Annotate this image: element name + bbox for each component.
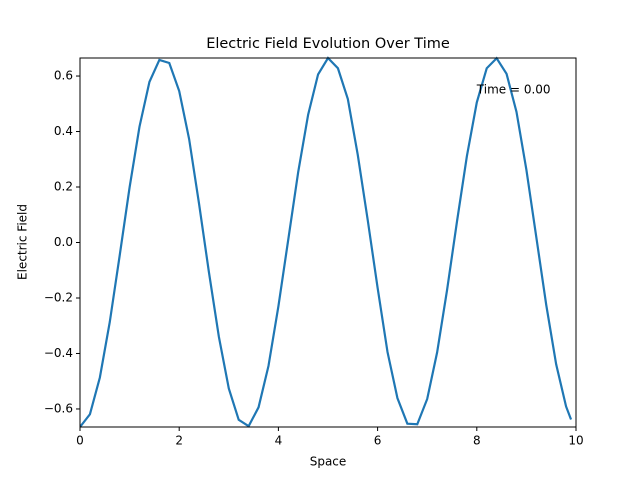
y-tick-label: −0.6 bbox=[44, 401, 73, 415]
y-tick-label: −0.4 bbox=[44, 346, 73, 360]
y-tick-label: −0.2 bbox=[44, 290, 73, 304]
plot-frame bbox=[79, 57, 577, 428]
y-tick-label: 0.0 bbox=[54, 235, 73, 249]
annotation: Time = 0.00 bbox=[476, 82, 551, 96]
y-tick-label: 0.4 bbox=[54, 124, 73, 138]
x-tick-label: 4 bbox=[275, 434, 283, 448]
x-tick-label: 2 bbox=[175, 434, 183, 448]
y-axis-label: Electric Field bbox=[16, 204, 30, 280]
x-tick-label: 8 bbox=[473, 434, 481, 448]
x-tick-label: 10 bbox=[568, 434, 583, 448]
y-tick-label: 0.2 bbox=[54, 180, 73, 194]
x-tick-label: 6 bbox=[374, 434, 382, 448]
x-tick-label: 0 bbox=[76, 434, 84, 448]
y-tick-label: 0.6 bbox=[54, 69, 73, 83]
x-axis-label: Space bbox=[310, 455, 347, 469]
chart-title: Electric Field Evolution Over Time bbox=[206, 36, 450, 52]
